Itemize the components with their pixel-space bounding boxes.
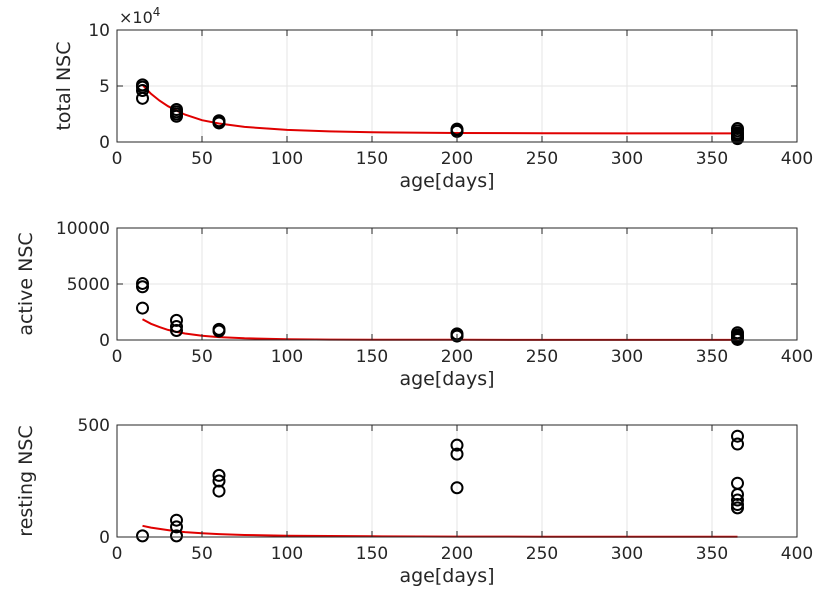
x-tick-label: 200 [441, 347, 473, 367]
x-axis-label: age[days] [399, 368, 494, 390]
subplot-2: 0 50 100 150 200 250 300 350 400 0 5000 10000 age[da… [15, 219, 813, 390]
x-tick-label: 400 [781, 544, 813, 564]
data-point [212, 324, 226, 338]
y-tick-label: 0 [99, 331, 110, 351]
data-point [731, 437, 744, 451]
data-point [136, 301, 149, 315]
data-point [731, 332, 744, 346]
x-tick-label: 0 [112, 347, 123, 367]
data-point [212, 484, 226, 498]
x-axis-label: age[days] [399, 170, 494, 192]
data-point [731, 132, 744, 146]
y-tick-label: 10000 [56, 219, 110, 239]
data-point [450, 447, 464, 461]
x-tick-label: 100 [271, 544, 303, 564]
x-tick-label: 250 [526, 544, 558, 564]
subplot-1: 0 50 100 150 200 250 300 350 400 0 5 10 age[days] tot… [53, 5, 813, 192]
y-exponent-label: ×104 [119, 5, 160, 27]
x-tick-label: 300 [611, 544, 643, 564]
x-tick-label: 350 [696, 347, 728, 367]
x-tick-label: 0 [112, 544, 123, 564]
data-point [731, 493, 744, 507]
x-tick-label: 200 [441, 544, 473, 564]
y-axis-label: active NSC [15, 232, 37, 335]
x-tick-label: 100 [271, 149, 303, 169]
x-tick-label: 50 [191, 347, 213, 367]
y-tick-label: 500 [78, 416, 110, 436]
x-tick-label: 300 [611, 149, 643, 169]
data-point [450, 481, 464, 495]
subplot-3: 0 50 100 150 200 250 300 350 400 0 500 age[days] res… [15, 416, 813, 587]
data-point [170, 520, 183, 534]
data-point [170, 109, 183, 123]
data-point [450, 329, 464, 343]
data-point [136, 280, 149, 294]
data-point [170, 320, 183, 334]
data-point [170, 529, 183, 543]
x-axis-label: age[days] [399, 565, 494, 587]
y-tick-label: 0 [99, 133, 110, 153]
y-axis-label: resting NSC [15, 425, 37, 536]
x-tick-label: 50 [191, 149, 213, 169]
data-point [212, 468, 226, 482]
data-point [136, 529, 149, 543]
data-point [170, 513, 183, 527]
x-tick-label: 250 [526, 347, 558, 367]
data-point [731, 429, 744, 443]
x-tick-label: 350 [696, 544, 728, 564]
x-tick-label: 150 [356, 149, 388, 169]
data-point [212, 116, 226, 130]
data-point [450, 438, 464, 452]
x-tick-label: 150 [356, 347, 388, 367]
y-tick-label: 5 [99, 77, 110, 97]
data-point [136, 83, 149, 97]
x-tick-label: 100 [271, 347, 303, 367]
x-tick-label: 50 [191, 544, 213, 564]
x-tick-label: 200 [441, 149, 473, 169]
x-tick-label: 350 [696, 149, 728, 169]
x-tick-label: 150 [356, 544, 388, 564]
x-tick-label: 400 [781, 347, 813, 367]
x-tick-label: 250 [526, 149, 558, 169]
x-tick-label: 400 [781, 149, 813, 169]
y-axis-label: total NSC [53, 41, 75, 130]
y-tick-label: 10 [88, 21, 110, 41]
y-tick-label: 0 [99, 528, 110, 548]
x-tick-label: 300 [611, 347, 643, 367]
fit-line [141, 84, 738, 135]
data-point [731, 501, 744, 515]
data-point [170, 323, 183, 337]
data-point [136, 91, 149, 105]
y-tick-label: 5000 [67, 275, 110, 295]
x-tick-label: 0 [112, 149, 123, 169]
